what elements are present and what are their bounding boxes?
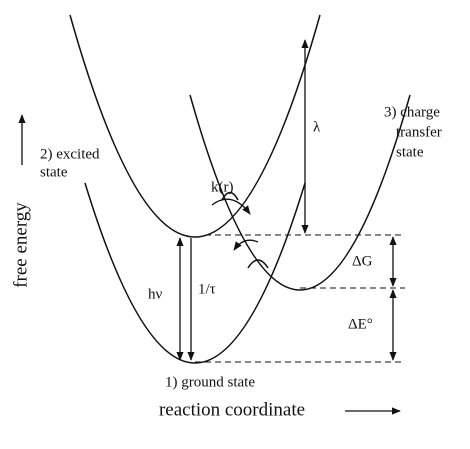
dg-label: ΔG — [352, 253, 373, 269]
hnu-label: hν — [148, 286, 163, 302]
tau-label: 1/τ — [198, 281, 216, 297]
excited-curve — [69, 14, 321, 238]
x-label: reaction coordinate — [159, 399, 305, 420]
ground-curve — [84, 182, 306, 364]
y-label: free energy — [10, 202, 31, 288]
crossing-bump — [247, 259, 269, 269]
ct-label: state — [396, 144, 424, 160]
excited-label: state — [40, 164, 68, 180]
crossing-bump — [221, 191, 239, 201]
charge-transfer-curve — [189, 94, 411, 291]
kr-arrow — [211, 198, 251, 215]
ct-label: 3) charge — [384, 104, 440, 120]
ct-label: transfer — [396, 124, 442, 140]
back-arrow — [233, 239, 259, 251]
ground-label: 1) ground state — [165, 374, 255, 390]
excited-label: 2) excited — [40, 146, 100, 162]
lambda-label: λ — [313, 119, 321, 135]
de-label: ΔE° — [348, 316, 373, 332]
kr-label: k(r) — [211, 179, 234, 195]
